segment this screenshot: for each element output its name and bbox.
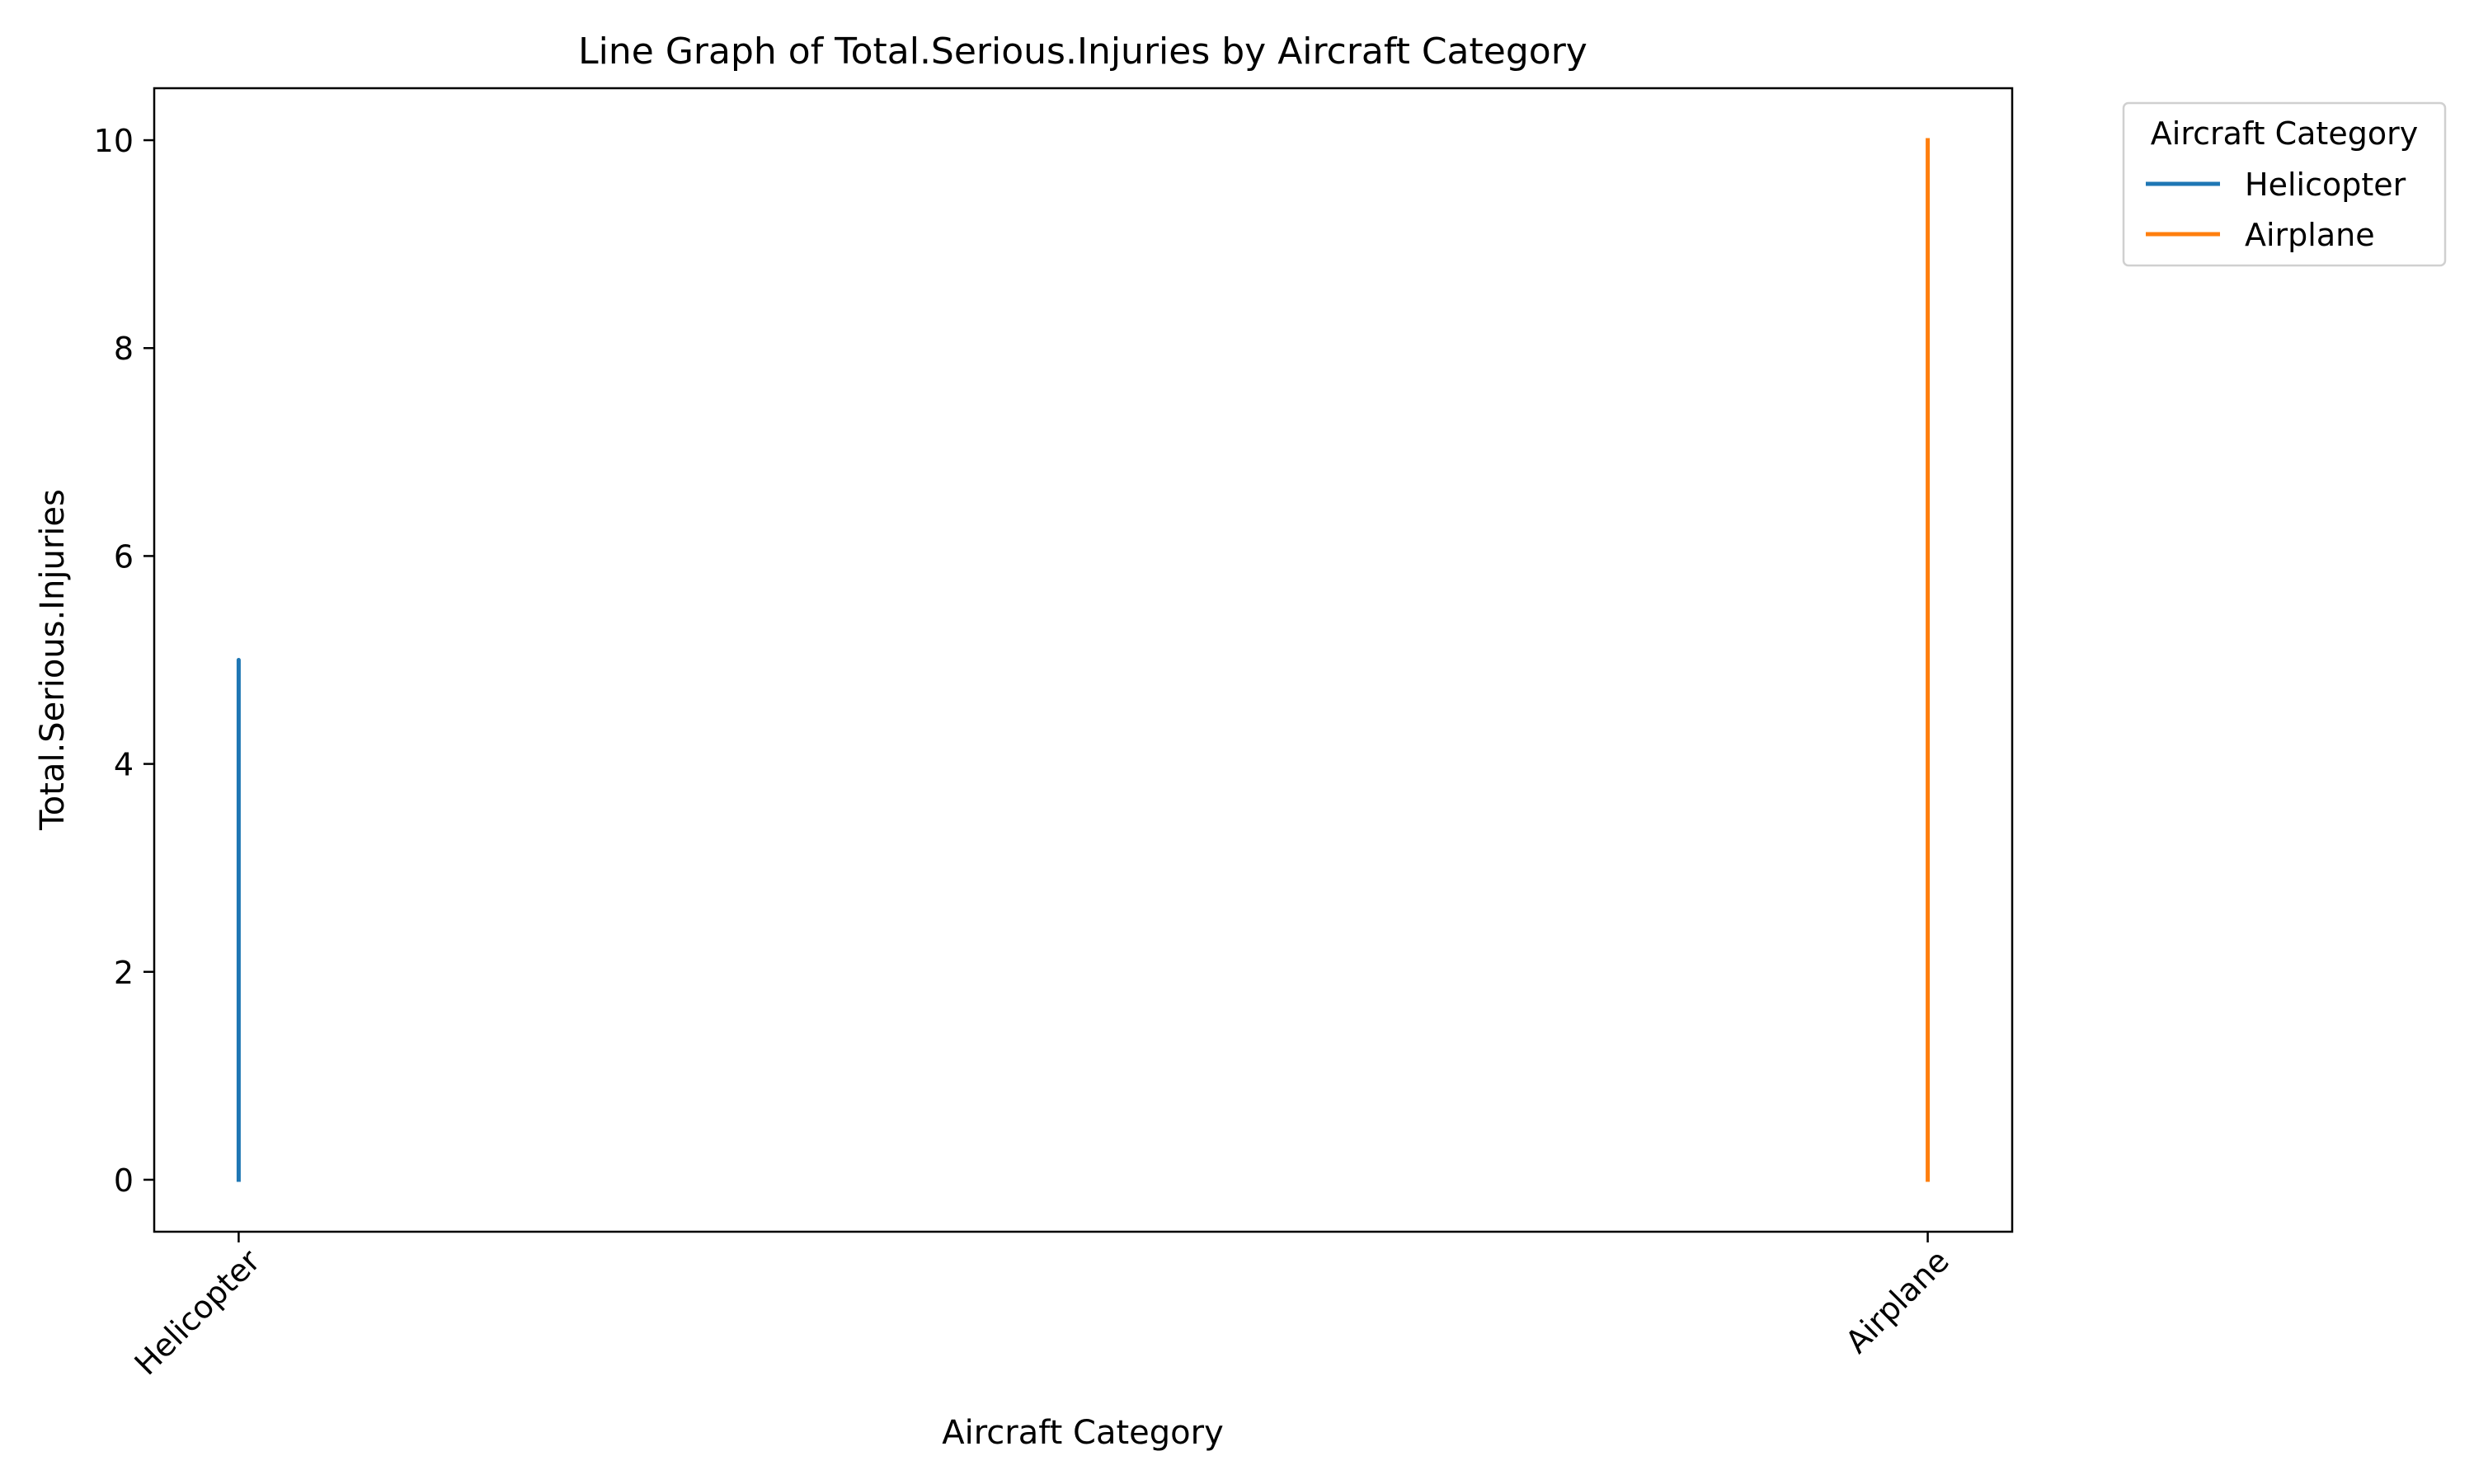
- x-axis: Helicopter Airplane: [128, 1232, 1956, 1382]
- legend-entry: Airplane: [2245, 217, 2375, 253]
- y-tick-label: 10: [94, 123, 134, 159]
- plot-area-frame: [153, 87, 2014, 1233]
- x-axis-label: Aircraft Category: [942, 1414, 1223, 1452]
- x-tick-label: Helicopter: [128, 1242, 267, 1382]
- legend-box: [2122, 101, 2447, 267]
- y-tick-label: 8: [114, 331, 134, 367]
- chart-title: Line Graph of Total.Serious.Injuries by …: [578, 31, 1587, 73]
- legend-entry: Helicopter: [2245, 167, 2406, 203]
- series-layer: [236, 138, 1931, 1182]
- y-tick-label: 4: [114, 747, 134, 783]
- y-tick-label: 6: [114, 538, 134, 575]
- y-axis-label: Total.Serious.Injuries: [34, 489, 72, 831]
- y-axis: 0 2 4 6 8 10: [94, 123, 154, 1199]
- legend-title: Aircraft Category: [2151, 115, 2418, 152]
- legend: Aircraft Category Helicopter Airplane: [2122, 101, 2447, 267]
- x-tick-label: Airplane: [1838, 1242, 1956, 1360]
- y-tick-label: 0: [114, 1162, 134, 1199]
- y-tick-label: 2: [114, 955, 134, 991]
